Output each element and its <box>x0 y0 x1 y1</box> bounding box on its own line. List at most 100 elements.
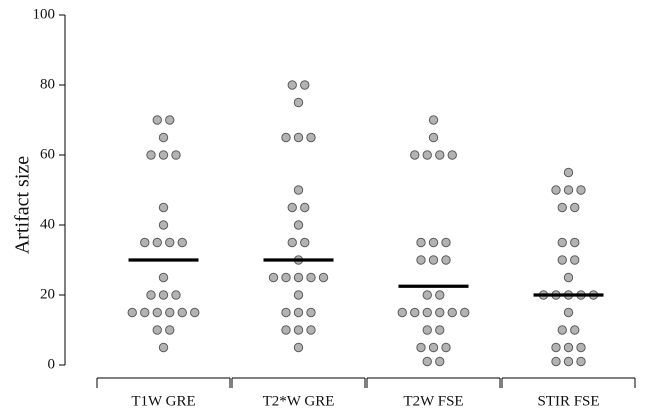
y-tick-label: 80 <box>40 76 55 92</box>
data-point <box>300 80 310 90</box>
data-point <box>293 220 304 230</box>
x-axis: T1W GRE T2*W GRE T2W FSE STIR FSE <box>96 377 636 409</box>
data-point <box>177 307 187 318</box>
data-point <box>158 220 169 230</box>
data-point <box>416 237 426 248</box>
data-point <box>447 150 457 160</box>
data-point <box>171 290 181 300</box>
data-point <box>152 237 162 248</box>
data-point <box>158 342 169 353</box>
data-point <box>158 202 169 213</box>
data-point <box>422 150 432 160</box>
x-category-group: STIR FSE <box>501 377 636 409</box>
data-point <box>557 202 567 213</box>
data-point <box>422 325 432 335</box>
data-point <box>428 115 439 125</box>
data-point <box>557 325 567 335</box>
data-point <box>287 80 297 90</box>
data-point <box>165 237 175 248</box>
data-point <box>158 132 169 143</box>
data-point <box>570 237 580 248</box>
data-point <box>306 132 316 143</box>
y-tick-label: 0 <box>48 356 56 372</box>
data-point <box>152 115 162 125</box>
data-point <box>287 202 297 213</box>
data-point <box>127 307 137 318</box>
data-point <box>416 255 426 265</box>
y-tick-label: 20 <box>40 286 55 302</box>
data-point <box>300 202 310 213</box>
data-point <box>158 290 169 300</box>
data-point <box>190 307 200 318</box>
data-point <box>422 356 432 367</box>
data-point <box>563 356 574 367</box>
data-point <box>268 272 279 283</box>
data-point <box>146 150 156 160</box>
data-point <box>158 150 169 160</box>
data-point <box>306 325 316 335</box>
data-point <box>428 255 439 265</box>
data-point <box>171 150 181 160</box>
data-point <box>293 97 304 108</box>
data-point <box>318 272 329 283</box>
data-point <box>177 237 187 248</box>
x-category-group: T1W GRE <box>96 377 231 409</box>
data-point <box>152 325 162 335</box>
data-point <box>306 307 316 318</box>
data-point <box>293 342 304 353</box>
data-point <box>293 325 304 335</box>
x-category-label: T1W GRE <box>131 393 195 409</box>
data-point <box>570 325 580 335</box>
data-point <box>576 342 586 353</box>
data-point <box>293 307 304 318</box>
data-point <box>306 272 316 283</box>
data-point <box>293 132 304 143</box>
data-point <box>293 185 304 195</box>
y-axis: 0 20 40 60 80 100 <box>33 6 66 372</box>
data-point <box>563 167 574 178</box>
data-point <box>165 115 175 125</box>
data-point <box>441 255 451 265</box>
y-tick-label: 60 <box>40 146 55 162</box>
y-axis-title: Artifact size <box>12 156 34 254</box>
data-point <box>428 132 439 143</box>
data-point <box>435 290 445 300</box>
x-category-label: STIR FSE <box>537 393 599 409</box>
data-point <box>551 342 561 353</box>
data-point <box>557 237 567 248</box>
data-point <box>441 237 451 248</box>
data-point <box>435 150 445 160</box>
data-point <box>551 185 561 195</box>
x-category-label: T2*W GRE <box>263 393 335 409</box>
data-point <box>551 356 561 367</box>
data-point <box>146 290 156 300</box>
y-tick-label: 40 <box>40 216 55 232</box>
data-point <box>570 255 580 265</box>
x-category-group: T2*W GRE <box>231 377 366 409</box>
mean-lines <box>128 258 604 297</box>
data-point <box>410 307 420 318</box>
data-point <box>416 342 426 353</box>
data-point <box>435 307 445 318</box>
data-point <box>165 307 175 318</box>
x-category-group: T2W FSE <box>366 377 501 409</box>
data-point <box>158 272 169 283</box>
data-point <box>422 307 432 318</box>
data-point <box>570 202 580 213</box>
data-point <box>281 307 291 318</box>
data-point <box>281 272 291 283</box>
data-point <box>447 307 457 318</box>
data-point <box>410 150 420 160</box>
data-point <box>287 237 297 248</box>
data-point <box>563 307 574 318</box>
data-point <box>576 185 586 195</box>
x-category-label: T2W FSE <box>403 393 463 409</box>
data-point <box>435 325 445 335</box>
data-point <box>397 307 407 318</box>
data-point <box>140 237 150 248</box>
data-point <box>281 325 291 335</box>
data-point <box>165 325 175 335</box>
data-point <box>563 342 574 353</box>
plot-points <box>127 80 599 367</box>
